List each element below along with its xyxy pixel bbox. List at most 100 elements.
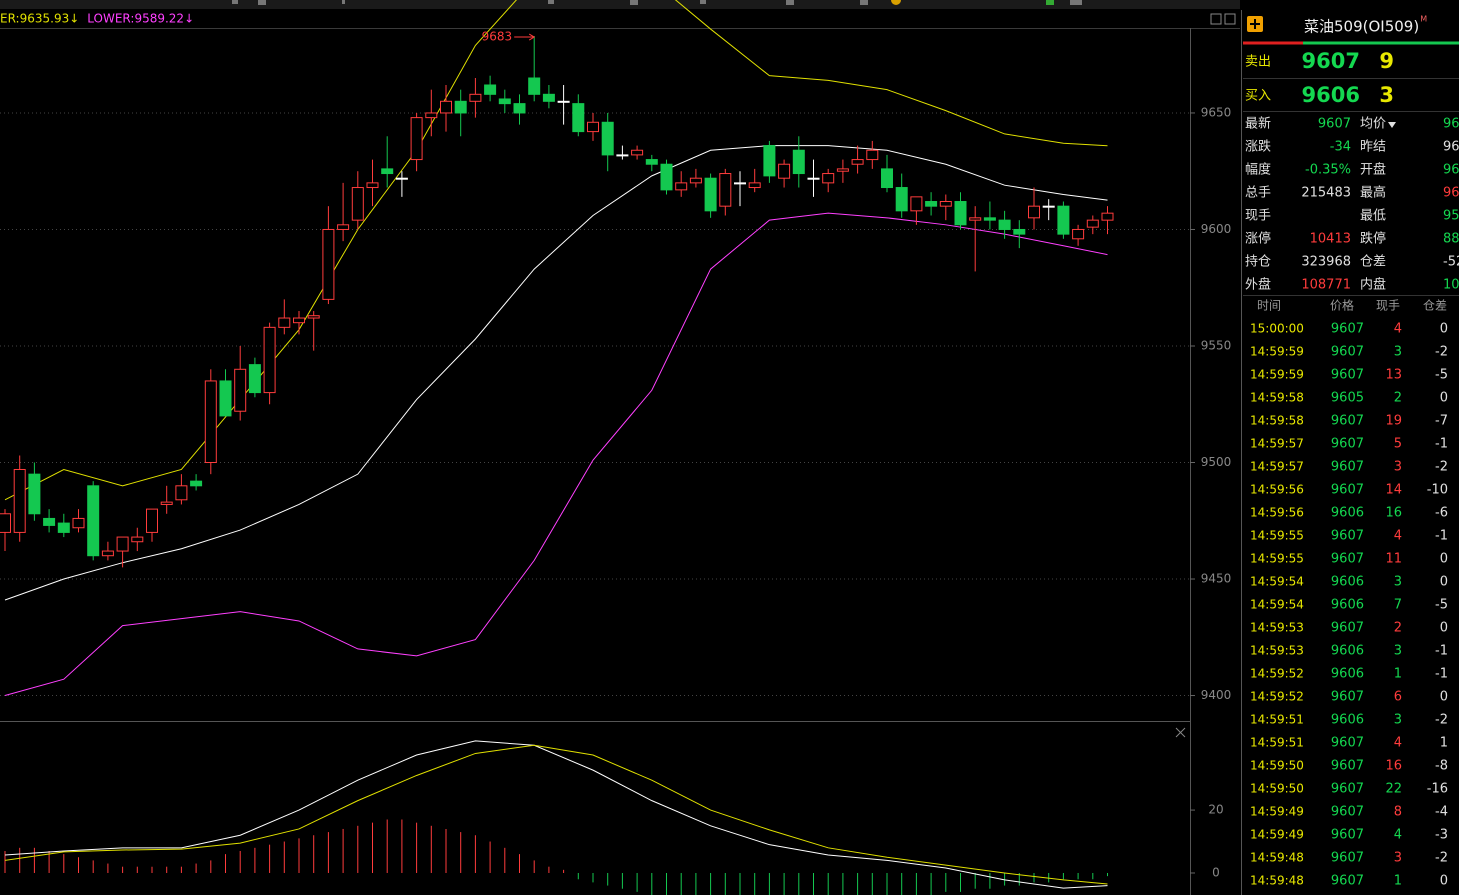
candle-body [204,380,217,464]
indicator-line [4,740,1108,889]
candle-body [190,480,203,487]
candle-body [1057,205,1070,235]
candle-body [381,168,394,175]
tick-oi: -2 [1435,851,1448,866]
candle-body [1072,228,1085,240]
tick-volume: 7 [1394,598,1402,613]
tick-time: 14:59:50 [1250,782,1304,796]
tick-time: 14:59:49 [1250,805,1304,819]
y-tick-label: 9650 [1201,105,1232,119]
ask-price: 9607 [1302,49,1360,73]
candle-body [131,536,144,543]
quote-label: 现手 [1245,209,1271,224]
candle-body [160,501,173,505]
tick-price: 9607 [1331,460,1364,475]
quote-label: 涨停 [1245,231,1271,247]
tick-volume: 5 [1394,437,1402,452]
tick-volume: 1 [1394,667,1402,682]
close-icon[interactable] [1175,727,1186,738]
candle-body [410,117,423,161]
quote-label: 跌停 [1360,231,1386,247]
candle-body [513,103,526,114]
quote-value: 96 [1443,117,1459,132]
bid-price: 9606 [1302,83,1360,107]
y-tick-label: 9400 [1201,688,1232,702]
bid-label: 买入 [1245,89,1271,104]
indicator-line [4,212,1108,697]
tick-oi: -4 [1435,805,1448,820]
tick-oi: -1 [1435,529,1448,544]
candle-body [807,177,820,180]
tick-oi: -5 [1435,368,1448,383]
tick-volume: 3 [1394,345,1402,360]
candle-body [822,173,835,184]
legend-entry: LOWER:9589.22↓ [87,12,194,26]
candle-body [689,177,702,184]
tick-oi: -3 [1435,828,1448,843]
tick-time: 14:59:49 [1250,828,1304,842]
candle-body [322,228,335,300]
tick-volume: 13 [1385,368,1402,383]
candle-body [307,315,320,319]
tick-price: 9606 [1331,575,1364,590]
legend-entry: ER:9635.93↓ [0,12,79,26]
y-tick-label: 9550 [1201,338,1232,352]
candle-body [337,224,350,230]
candle-body [43,517,56,526]
tick-time: 14:59:56 [1250,483,1304,497]
tick-volume: 2 [1394,391,1402,406]
ask-size: 9 [1379,49,1394,73]
tick-time: 14:59:53 [1250,644,1304,658]
candle-body [395,177,408,180]
tick-time: 14:59:53 [1250,621,1304,635]
tick-volume: 3 [1394,575,1402,590]
tick-price: 9607 [1331,759,1364,774]
dropdown-arrow[interactable] [1388,122,1396,128]
y-tick-label: 20 [1208,803,1223,817]
tick-time: 14:59:55 [1250,529,1304,543]
tick-volume: 11 [1385,552,1402,567]
quote-value: 1067 [1443,278,1459,293]
tick-oi: -1 [1435,644,1448,659]
tick-volume: 6 [1394,690,1402,705]
tick-time: 14:59:50 [1250,759,1304,773]
candle-body [278,317,291,328]
tick-oi: 0 [1440,874,1448,889]
tick-volume: 8 [1394,805,1402,820]
tick-time: 14:59:51 [1250,713,1304,727]
tick-volume: 4 [1394,529,1402,544]
candle-body [469,93,482,102]
tick-oi: 0 [1440,690,1448,705]
quote-value: -52 [1443,255,1459,270]
tick-volume: 14 [1385,483,1402,498]
tick-oi: -16 [1427,782,1448,797]
panel-separators [1243,78,1459,296]
candle-body [1101,212,1114,221]
tick-oi: -2 [1435,345,1448,360]
tick-price: 9607 [1331,690,1364,705]
quote-value: 10413 [1310,232,1351,247]
tick-time: 14:59:57 [1250,460,1304,474]
candle-body [748,182,761,189]
tick-oi: -2 [1435,713,1448,728]
tick-volume: 19 [1385,414,1402,429]
tick-volume: 22 [1385,782,1402,797]
indicator-line [4,145,1108,601]
candle-body [101,550,114,557]
tick-oi: 0 [1440,621,1448,636]
tick-price: 9606 [1331,598,1364,613]
quote-value: 88 [1443,232,1459,247]
tick-time: 14:59:54 [1250,598,1304,612]
tick-volume: 1 [1394,874,1402,889]
candle-body [1042,205,1055,208]
tick-price: 9607 [1331,828,1364,843]
tick-time: 14:59:59 [1250,368,1304,382]
quote-label: 内盘 [1360,277,1386,293]
quote-value: 9607 [1318,117,1351,132]
tick-time: 14:59:56 [1250,506,1304,520]
candle-body [28,473,41,515]
tick-price: 9606 [1331,667,1364,682]
tick-price: 9607 [1331,805,1364,820]
